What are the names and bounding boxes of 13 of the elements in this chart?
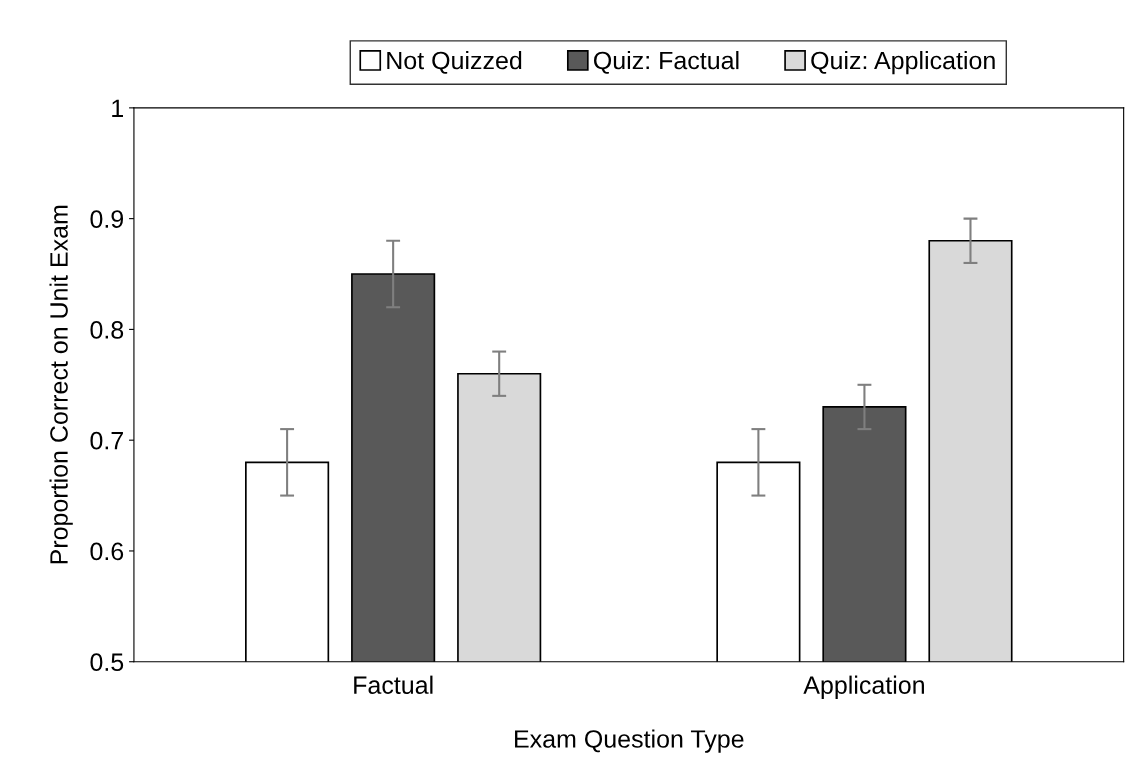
- y-tick-label: 1: [112, 99, 123, 117]
- x-tick-label: Factual: [354, 675, 433, 694]
- y-axis-title: Proportion Correct on Unit Exam: [49, 205, 73, 564]
- x-tick-label: Application: [803, 675, 924, 699]
- legend-label: Quiz: Application: [811, 50, 995, 75]
- x-axis-title: Exam Question Type: [515, 729, 744, 753]
- y-tick-label: 0.5: [90, 653, 124, 672]
- y-tick-label: 0.6: [90, 542, 124, 561]
- legend-label: Quiz: Factual: [593, 50, 739, 74]
- y-tick-label: 0.7: [90, 431, 123, 450]
- y-tick-label: 0.9: [90, 210, 124, 228]
- y-tick-label: 0.8: [90, 321, 124, 339]
- legend-label: Not Quizzed: [387, 50, 522, 74]
